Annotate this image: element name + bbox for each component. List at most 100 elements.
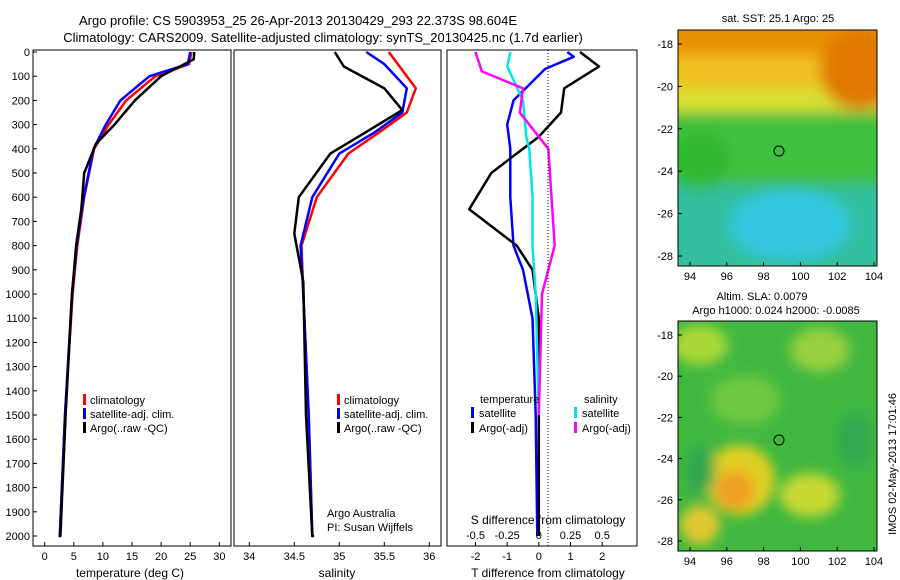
difference-legend: temperature salinity satellite Argo(-adj… — [471, 394, 631, 435]
depth-tick-label: 200 — [12, 95, 30, 107]
map-x-tick-label: 104 — [865, 271, 883, 283]
depth-axis: 0 100 200 300 400 500 600 700 800 900 1000 1100 1200… — [6, 47, 37, 543]
series-line-1 — [299, 50, 409, 538]
t-tick-label: 1 — [567, 551, 573, 563]
sla-title-2: Argo h1000: 0.024 h2000: -0.0085 — [692, 305, 860, 317]
sla-dark-patch — [837, 412, 873, 468]
sst-green-patch — [678, 130, 730, 190]
series-line-2 — [293, 51, 404, 538]
depth-tick-label: 1900 — [6, 507, 30, 519]
depth-tick-label: 0 — [24, 47, 30, 59]
depth-tick-label: 1300 — [6, 362, 30, 374]
t-tick-label: 2 — [599, 551, 605, 563]
series-line-0 — [300, 51, 418, 538]
x-tick-label: 5 — [71, 551, 77, 563]
legend-swatch-satellite — [337, 408, 340, 419]
series-line-1 — [58, 51, 192, 538]
sst-hot-corner — [820, 30, 877, 110]
depth-tick-label: 1200 — [6, 337, 30, 349]
s-tick-label: -0.5 — [466, 530, 485, 542]
legend-label: Argo(..raw -QC) — [344, 423, 422, 435]
sst-map-frame — [677, 29, 878, 267]
sla-light-patch — [678, 325, 728, 365]
legend-swatch-climatology — [337, 394, 340, 405]
map-x-tick-label: 94 — [684, 556, 696, 568]
depth-tick-label: 1400 — [6, 386, 30, 398]
legend-swatch-temp-argo — [471, 422, 474, 433]
x-tick-label: 35.5 — [374, 551, 395, 563]
depth-tick-label: 1700 — [6, 458, 30, 470]
map-x-tick-label: 94 — [684, 271, 696, 283]
title-line-1: Argo profile: CS 5903953_25 26-Apr-2013 … — [79, 13, 517, 28]
map-y-tick-label: -20 — [657, 81, 673, 93]
map-y-tick-label: -24 — [657, 166, 673, 178]
map-x-tick-label: 104 — [865, 556, 883, 568]
sla-map — [678, 321, 877, 551]
timestamp-text: IMOS 02-May-2013 17:01:46 — [887, 393, 899, 535]
legend-swatch-sal-satellite — [574, 407, 577, 418]
legend-swatch-sal-argo — [574, 422, 577, 433]
x-tick-label: 25 — [184, 551, 196, 563]
depth-tick-label: 700 — [12, 216, 30, 228]
depth-tick-label: 2000 — [6, 531, 30, 543]
argo-location-marker — [773, 434, 785, 446]
legend-swatch-climatology — [83, 394, 86, 405]
title-line-2: Climatology: CARS2009. Satellite-adjuste… — [63, 30, 583, 45]
salinity-plot: 34 34.5 35 35.5 36 — [243, 50, 435, 563]
depth-tick-label: 1600 — [6, 434, 30, 446]
depth-tick-label: 800 — [12, 241, 30, 253]
depth-tick-label: 1500 — [6, 410, 30, 422]
legend-swatch-argo — [83, 422, 86, 433]
pi-note: PI: Susan Wijffels — [327, 522, 413, 534]
legend-title-temperature: temperature — [480, 394, 539, 406]
t-tick-label: -2 — [471, 551, 481, 563]
s-difference-xlabel: S difference from climatology — [471, 513, 626, 527]
map-y-tick-label: -26 — [657, 495, 673, 507]
map-x-tick-label: 96 — [721, 556, 733, 568]
legend-swatch-satellite — [83, 408, 86, 419]
map-y-tick-label: -26 — [657, 209, 673, 221]
argo-location-marker — [773, 145, 785, 157]
map-x-tick-label: 100 — [791, 556, 809, 568]
x-tick-label: 20 — [155, 551, 167, 563]
depth-tick-label: 500 — [12, 168, 30, 180]
depth-tick-label: 100 — [12, 71, 30, 83]
map-y-tick-label: -18 — [657, 39, 673, 51]
legend-label: satellite-adj. clim. — [344, 409, 428, 421]
x-tick-label: 10 — [97, 551, 109, 563]
x-tick-label: 15 — [126, 551, 138, 563]
map-y-tick-label: -18 — [657, 330, 673, 342]
x-tick-label: 34.5 — [284, 551, 305, 563]
depth-tick-label: 300 — [12, 120, 30, 132]
map-x-tick-label: 98 — [757, 271, 769, 283]
s-tick-label: 0 — [536, 530, 542, 542]
timestamp-label: IMOS 02-May-2013 17:01:46 — [887, 393, 899, 535]
temperature-legend: climatology satellite-adj. clim. Argo(..… — [83, 394, 174, 435]
s-tick-label: 0.25 — [560, 530, 581, 542]
sla-light-patch — [790, 328, 850, 372]
series-line-1 — [467, 51, 601, 536]
depth-tick-label: 900 — [12, 265, 30, 277]
sst-map — [678, 30, 877, 266]
map-y-tick-label: -28 — [657, 251, 673, 263]
sst-map-axes: -18 -20 -22 -24 -26 -28 94 96 98 100 102 104 — [657, 39, 883, 283]
depth-tick-label: 1800 — [6, 483, 30, 495]
sst-cyan-patch — [730, 190, 850, 260]
map-y-tick-label: -28 — [657, 536, 673, 548]
series-line-2 — [505, 51, 541, 416]
sla-dark-patch — [685, 445, 715, 495]
map-y-tick-label: -24 — [657, 454, 673, 466]
s-tick-label: -0.25 — [495, 530, 520, 542]
salinity-panel-frame — [233, 49, 442, 547]
legend-label: satellite — [479, 408, 516, 420]
legend-title-salinity: salinity — [584, 394, 618, 406]
map-x-tick-label: 98 — [757, 556, 769, 568]
sla-yellow-patch — [780, 473, 840, 517]
legend-label: climatology — [90, 395, 146, 407]
depth-tick-label: 600 — [12, 192, 30, 204]
map-x-tick-label: 100 — [791, 271, 809, 283]
difference-plot: -2 -1 0 1 2 -0.5 -0.25 0 0.25 0.5 — [466, 50, 610, 563]
temperature-xlabel: temperature (deg C) — [76, 566, 184, 580]
argo-australia-note: Argo Australia — [327, 508, 396, 520]
